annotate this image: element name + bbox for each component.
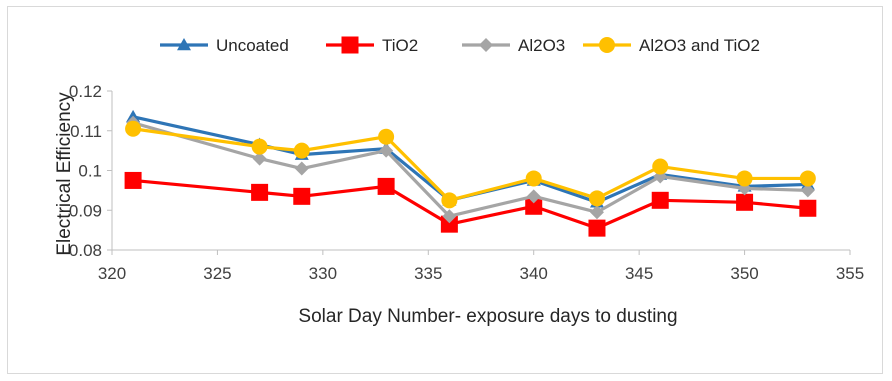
data-point (293, 142, 310, 159)
data-point (799, 199, 817, 217)
y-tick-label: 0.08 (69, 241, 102, 260)
legend-marker-circle-icon (599, 37, 615, 53)
data-point (736, 170, 753, 187)
x-tick-label: 355 (836, 264, 864, 283)
legend-label: Al2O3 (518, 36, 565, 55)
y-tick-label: 0.09 (69, 201, 102, 220)
legend-label: Al2O3 and TiO2 (639, 36, 760, 55)
x-tick-label: 320 (98, 264, 126, 283)
series-line (132, 127, 808, 202)
legend-item: TiO2 (326, 36, 418, 55)
data-point (588, 190, 605, 207)
data-point (736, 193, 754, 211)
axes: 320 325 330 335 340 345 350 355 0.08 0.09 0.1 0.11 0… (69, 82, 864, 283)
x-tick-label: 345 (625, 264, 653, 283)
x-axis-title: Solar Day Number- exposure days to dusti… (298, 306, 677, 327)
legend-item: Al2O3 and TiO2 (583, 36, 760, 55)
data-point (589, 205, 604, 220)
series-al2o3 (126, 115, 815, 224)
x-tick-label: 335 (414, 264, 442, 283)
data-point (377, 177, 395, 195)
legend: Uncoated TiO2 Al2O3 Al2O3 and TiO2 (160, 36, 760, 55)
legend-marker-square-icon (341, 36, 359, 54)
series-line (132, 178, 808, 230)
series-line (132, 121, 808, 218)
chart-frame: Uncoated TiO2 Al2O3 Al2O3 and TiO2 320 325 33… (7, 6, 883, 374)
data-point (440, 215, 458, 233)
legend-marker-diamond-icon (479, 38, 493, 52)
data-point (651, 191, 669, 209)
data-point (124, 171, 142, 189)
x-tick-label: 325 (203, 264, 231, 283)
data-point (293, 187, 311, 205)
data-point (378, 128, 395, 145)
legend-marker-triangle-icon (177, 38, 191, 51)
data-point (799, 170, 816, 187)
y-tick-label: 0.11 (70, 122, 102, 141)
data-point (652, 158, 669, 175)
y-tick-label: 0.12 (69, 82, 102, 101)
data-point (525, 170, 542, 187)
data-point (441, 192, 458, 209)
legend-label: TiO2 (382, 36, 418, 55)
data-point (294, 161, 309, 176)
legend-label: Uncoated (216, 36, 289, 55)
x-tick-label: 330 (309, 264, 337, 283)
data-point (525, 197, 543, 215)
legend-item: Al2O3 (462, 36, 565, 55)
data-point (251, 183, 269, 201)
data-point (588, 219, 606, 237)
data-point (252, 151, 267, 166)
y-tick-label: 0.1 (78, 162, 102, 181)
x-tick-label: 340 (520, 264, 548, 283)
data-point (125, 120, 142, 137)
series-al2o3-and-tio2 (125, 120, 816, 209)
x-tick-label: 350 (730, 264, 758, 283)
data-point (526, 189, 541, 204)
data-point (251, 138, 268, 155)
y-axis-title: Electrical Efficiency (54, 92, 75, 256)
data-point (442, 209, 457, 224)
series-uncoated (126, 109, 815, 208)
series-tio2 (124, 171, 817, 237)
data-point (379, 143, 394, 158)
line-chart: Uncoated TiO2 Al2O3 Al2O3 and TiO2 320 325 33… (54, 36, 864, 327)
data-point (800, 183, 815, 198)
legend-item: Uncoated (160, 36, 289, 55)
series-layer (124, 109, 817, 237)
